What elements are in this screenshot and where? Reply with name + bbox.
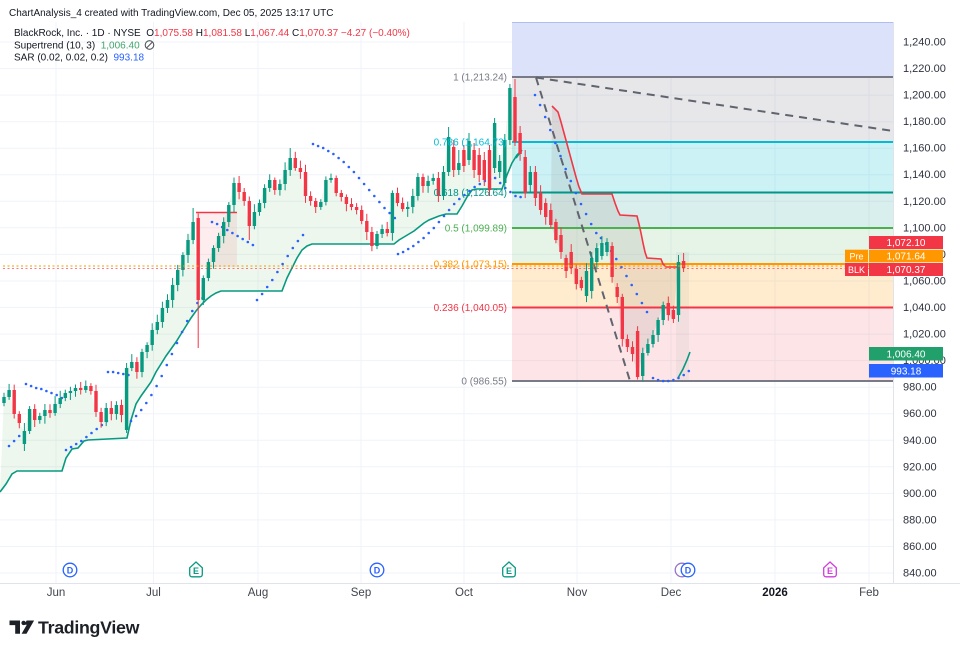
svg-text:1,100.00: 1,100.00 — [903, 222, 946, 234]
svg-text:1 (1,213.24): 1 (1,213.24) — [453, 73, 507, 84]
svg-text:980.00: 980.00 — [903, 382, 937, 394]
svg-text:2026: 2026 — [762, 587, 788, 599]
svg-text:840.00: 840.00 — [903, 568, 937, 580]
svg-text:Pre: Pre — [849, 252, 863, 262]
svg-text:1,006.40: 1,006.40 — [887, 349, 926, 360]
svg-text:1,200.00: 1,200.00 — [903, 90, 946, 102]
svg-text:1,140.00: 1,140.00 — [903, 169, 946, 181]
svg-text:Jun: Jun — [47, 587, 66, 599]
svg-text:1,072.10: 1,072.10 — [887, 238, 926, 249]
svg-text:1,120.00: 1,120.00 — [903, 196, 946, 208]
svg-text:Sep: Sep — [351, 587, 371, 599]
svg-text:ChartAnalysis_4 created with T: ChartAnalysis_4 created with TradingView… — [9, 8, 333, 19]
svg-text:TradingView: TradingView — [38, 618, 140, 638]
svg-text:Aug: Aug — [248, 587, 268, 599]
svg-text:Supertrend (10, 3) 1,006.40: Supertrend (10, 3) 1,006.40 — [14, 41, 140, 52]
svg-text:0.382 (1,073.15): 0.382 (1,073.15) — [434, 260, 507, 271]
svg-text:0.618 (1,126.64): 0.618 (1,126.64) — [434, 188, 507, 199]
svg-text:1,060.00: 1,060.00 — [903, 276, 946, 288]
svg-text:0.236 (1,040.05): 0.236 (1,040.05) — [434, 303, 507, 314]
svg-text:1,020.00: 1,020.00 — [903, 329, 946, 341]
svg-text:993.18: 993.18 — [891, 366, 922, 377]
svg-text:880.00: 880.00 — [903, 514, 937, 526]
svg-text:960.00: 960.00 — [903, 408, 937, 420]
svg-text:E: E — [506, 566, 512, 576]
svg-text:1,071.64: 1,071.64 — [887, 252, 926, 263]
svg-text:SAR (0.02, 0.02, 0.2) 993.18: SAR (0.02, 0.02, 0.2) 993.18 — [14, 53, 145, 64]
svg-text:1,220.00: 1,220.00 — [903, 63, 946, 75]
svg-text:E: E — [193, 566, 199, 576]
svg-text:1,040.00: 1,040.00 — [903, 302, 946, 314]
svg-text:Nov: Nov — [567, 587, 588, 599]
svg-text:920.00: 920.00 — [903, 461, 937, 473]
svg-text:860.00: 860.00 — [903, 541, 937, 553]
svg-text:0.5 (1,099.89): 0.5 (1,099.89) — [445, 224, 507, 235]
svg-text:D: D — [685, 566, 692, 576]
svg-text:940.00: 940.00 — [903, 435, 937, 447]
svg-text:1,180.00: 1,180.00 — [903, 116, 946, 128]
svg-text:900.00: 900.00 — [903, 488, 937, 500]
svg-text:Oct: Oct — [455, 587, 474, 599]
svg-text:Jul: Jul — [146, 587, 161, 599]
svg-text:0 (986.55): 0 (986.55) — [461, 377, 507, 388]
svg-text:D: D — [374, 566, 381, 576]
svg-text:1,070.37: 1,070.37 — [887, 265, 926, 276]
svg-text:E: E — [827, 566, 833, 576]
svg-text:0.786 (1,164.73): 0.786 (1,164.73) — [434, 138, 507, 149]
svg-text:BLK: BLK — [848, 265, 865, 275]
svg-text:Feb: Feb — [859, 587, 879, 599]
svg-text:1,160.00: 1,160.00 — [903, 143, 946, 155]
svg-text:D: D — [67, 566, 74, 576]
svg-text:1,240.00: 1,240.00 — [903, 37, 946, 49]
svg-text:Dec: Dec — [661, 587, 682, 599]
svg-text:BlackRock, Inc. · 1D · NYSE O: BlackRock, Inc. · 1D · NYSE O1,075.58 H1… — [14, 28, 410, 39]
